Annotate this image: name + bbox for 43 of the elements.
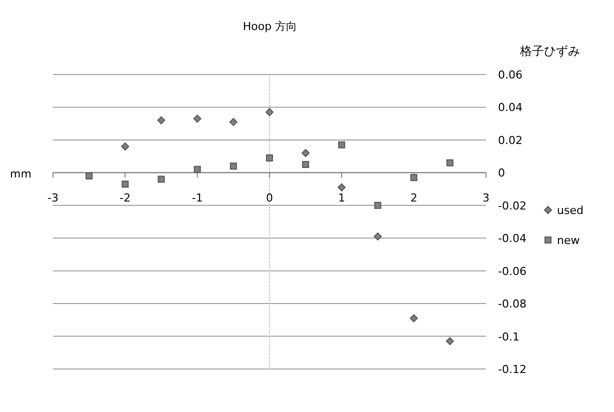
- point: [302, 160, 310, 168]
- y-tick-label: -0.04: [498, 232, 526, 246]
- y-axis-title: 格子ひずみ: [519, 44, 580, 58]
- point: [302, 149, 310, 158]
- y-tick-label: 0: [498, 166, 505, 180]
- x-tick-label: -3: [48, 192, 58, 205]
- point: [122, 180, 129, 188]
- x-tick-label: 0: [266, 192, 273, 205]
- point: [446, 337, 454, 346]
- x-tick-label: -2: [120, 192, 131, 205]
- point: [338, 183, 346, 192]
- y-tick-label: -0.08: [498, 298, 526, 311]
- point: [266, 108, 274, 116]
- point: [194, 166, 201, 173]
- point: [374, 232, 382, 240]
- legend-label: used: [557, 204, 584, 217]
- point: [338, 141, 346, 148]
- y-tick-label: -0.12: [498, 363, 526, 376]
- point: [193, 114, 202, 123]
- x-tick-label: 1: [338, 192, 346, 205]
- point: [446, 159, 454, 166]
- point: [158, 176, 165, 183]
- y-tick-label: -0.02: [498, 199, 526, 212]
- point: [229, 118, 238, 126]
- point: [410, 314, 418, 322]
- y-tick-label: 0.04: [498, 101, 522, 114]
- legend-label: new: [557, 234, 580, 247]
- y-tick-label: 0.02: [498, 134, 522, 147]
- point: [266, 154, 273, 162]
- point: [86, 172, 93, 180]
- point: [230, 162, 237, 170]
- point: [374, 202, 382, 209]
- y-tick-label: -0.1: [498, 330, 520, 344]
- x-tick-label: 2: [410, 192, 418, 205]
- point: [410, 174, 418, 182]
- x-tick-label: -1: [192, 192, 203, 205]
- y-tick-label: -0.06: [498, 264, 526, 278]
- x-tick-label: 3: [482, 192, 490, 205]
- point: [121, 142, 130, 150]
- point: [157, 116, 166, 124]
- chart-title: Hoop 方向: [242, 20, 298, 33]
- y-tick-label: 0.06: [498, 68, 522, 82]
- x-axis-title: mm: [10, 168, 32, 181]
